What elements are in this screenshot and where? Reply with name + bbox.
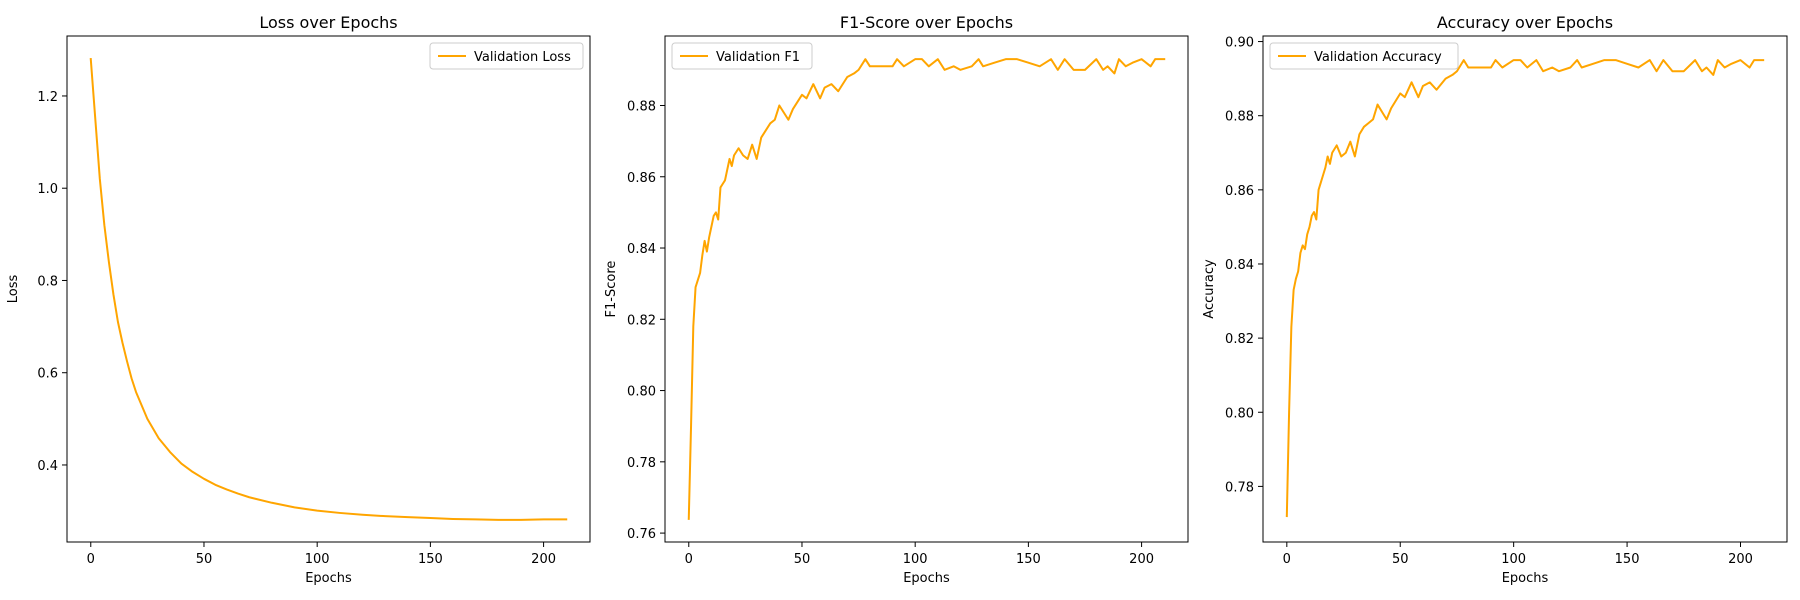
accuracy-y-tick-label: 0.88 <box>1225 110 1254 125</box>
accuracy-x-axis-label: Epochs <box>1502 571 1549 586</box>
f1-chart: 0 50 100 150 200 0.76 0.78 0.80 0.82 0.84 0.86 0.88… <box>604 13 1189 586</box>
f1-x-tick-label: 100 <box>903 552 928 567</box>
f1-chart-title: F1-Score over Epochs <box>840 13 1013 32</box>
loss-x-tick-label: 100 <box>305 552 330 567</box>
accuracy-y-tick-label: 0.90 <box>1225 36 1254 51</box>
f1-y-tick-label: 0.76 <box>627 527 656 542</box>
loss-chart-title: Loss over Epochs <box>259 13 397 32</box>
accuracy-x-tick-label: 50 <box>1392 552 1409 567</box>
loss-y-tick-label: 1.0 <box>37 182 58 197</box>
f1-y-tick-label: 0.88 <box>627 99 656 114</box>
accuracy-axes-frame <box>1262 35 1788 543</box>
accuracy-y-tick-label: 0.82 <box>1225 332 1254 347</box>
f1-x-tick-label: 50 <box>794 552 811 567</box>
accuracy-legend: Validation Accuracy <box>1269 42 1459 70</box>
f1-x-axis-label: Epochs <box>903 571 950 586</box>
f1-y-tick-label: 0.82 <box>627 313 656 328</box>
accuracy-x-tick-label: 0 <box>1283 552 1291 567</box>
f1-series-line <box>687 58 1166 520</box>
loss-y-axis-label: Loss <box>6 275 21 304</box>
accuracy-y-axis-label: Accuracy <box>1202 259 1217 319</box>
f1-legend-box <box>671 42 813 70</box>
accuracy-x-tick-label: 100 <box>1501 552 1526 567</box>
f1-legend: Validation F1 <box>671 42 813 70</box>
accuracy-y-tick-label: 0.80 <box>1225 406 1254 421</box>
accuracy-chart-title: Accuracy over Epochs <box>1437 13 1613 32</box>
f1-legend-label: Validation F1 <box>716 50 800 65</box>
loss-x-tick-label: 0 <box>87 552 95 567</box>
loss-series-line <box>89 57 568 521</box>
f1-y-tick-label: 0.86 <box>627 171 656 186</box>
f1-y-tick-label: 0.80 <box>627 385 656 400</box>
f1-x-tick-label: 0 <box>685 552 693 567</box>
f1-axes-frame <box>664 35 1189 543</box>
loss-chart: 0 50 100 150 200 0.4 0.6 0.8 1.0 1.2 Loss over Epo… <box>6 13 591 586</box>
accuracy-y-tick-label: 0.78 <box>1225 480 1254 495</box>
accuracy-legend-box <box>1269 42 1459 70</box>
loss-x-tick-label: 200 <box>531 552 556 567</box>
accuracy-series-line <box>1285 59 1765 518</box>
loss-y-tick-label: 1.2 <box>37 90 58 105</box>
loss-x-tick-label: 150 <box>418 552 443 567</box>
loss-legend-label: Validation Loss <box>474 50 571 65</box>
f1-y-axis-label: F1-Score <box>604 261 619 318</box>
accuracy-legend-label: Validation Accuracy <box>1314 50 1442 65</box>
f1-x-tick-label: 150 <box>1016 552 1041 567</box>
accuracy-x-tick-label: 150 <box>1615 552 1640 567</box>
accuracy-chart: 0 50 100 150 200 0.78 0.80 0.82 0.84 0.86 0.88 0.90… <box>1202 13 1788 586</box>
loss-x-tick-label: 50 <box>196 552 213 567</box>
loss-legend: Validation Loss <box>429 42 584 70</box>
accuracy-y-tick-label: 0.86 <box>1225 184 1254 199</box>
f1-y-tick-label: 0.78 <box>627 456 656 471</box>
f1-x-tick-label: 200 <box>1129 552 1154 567</box>
accuracy-x-tick-label: 200 <box>1728 552 1753 567</box>
loss-x-axis-label: Epochs <box>305 571 352 586</box>
loss-y-tick-label: 0.6 <box>37 367 58 382</box>
loss-legend-box <box>429 42 584 70</box>
loss-axes-frame <box>66 35 591 543</box>
accuracy-y-tick-label: 0.84 <box>1225 258 1254 273</box>
loss-y-tick-label: 0.8 <box>37 274 58 289</box>
loss-y-tick-label: 0.4 <box>37 459 58 474</box>
f1-y-tick-label: 0.84 <box>627 242 656 257</box>
